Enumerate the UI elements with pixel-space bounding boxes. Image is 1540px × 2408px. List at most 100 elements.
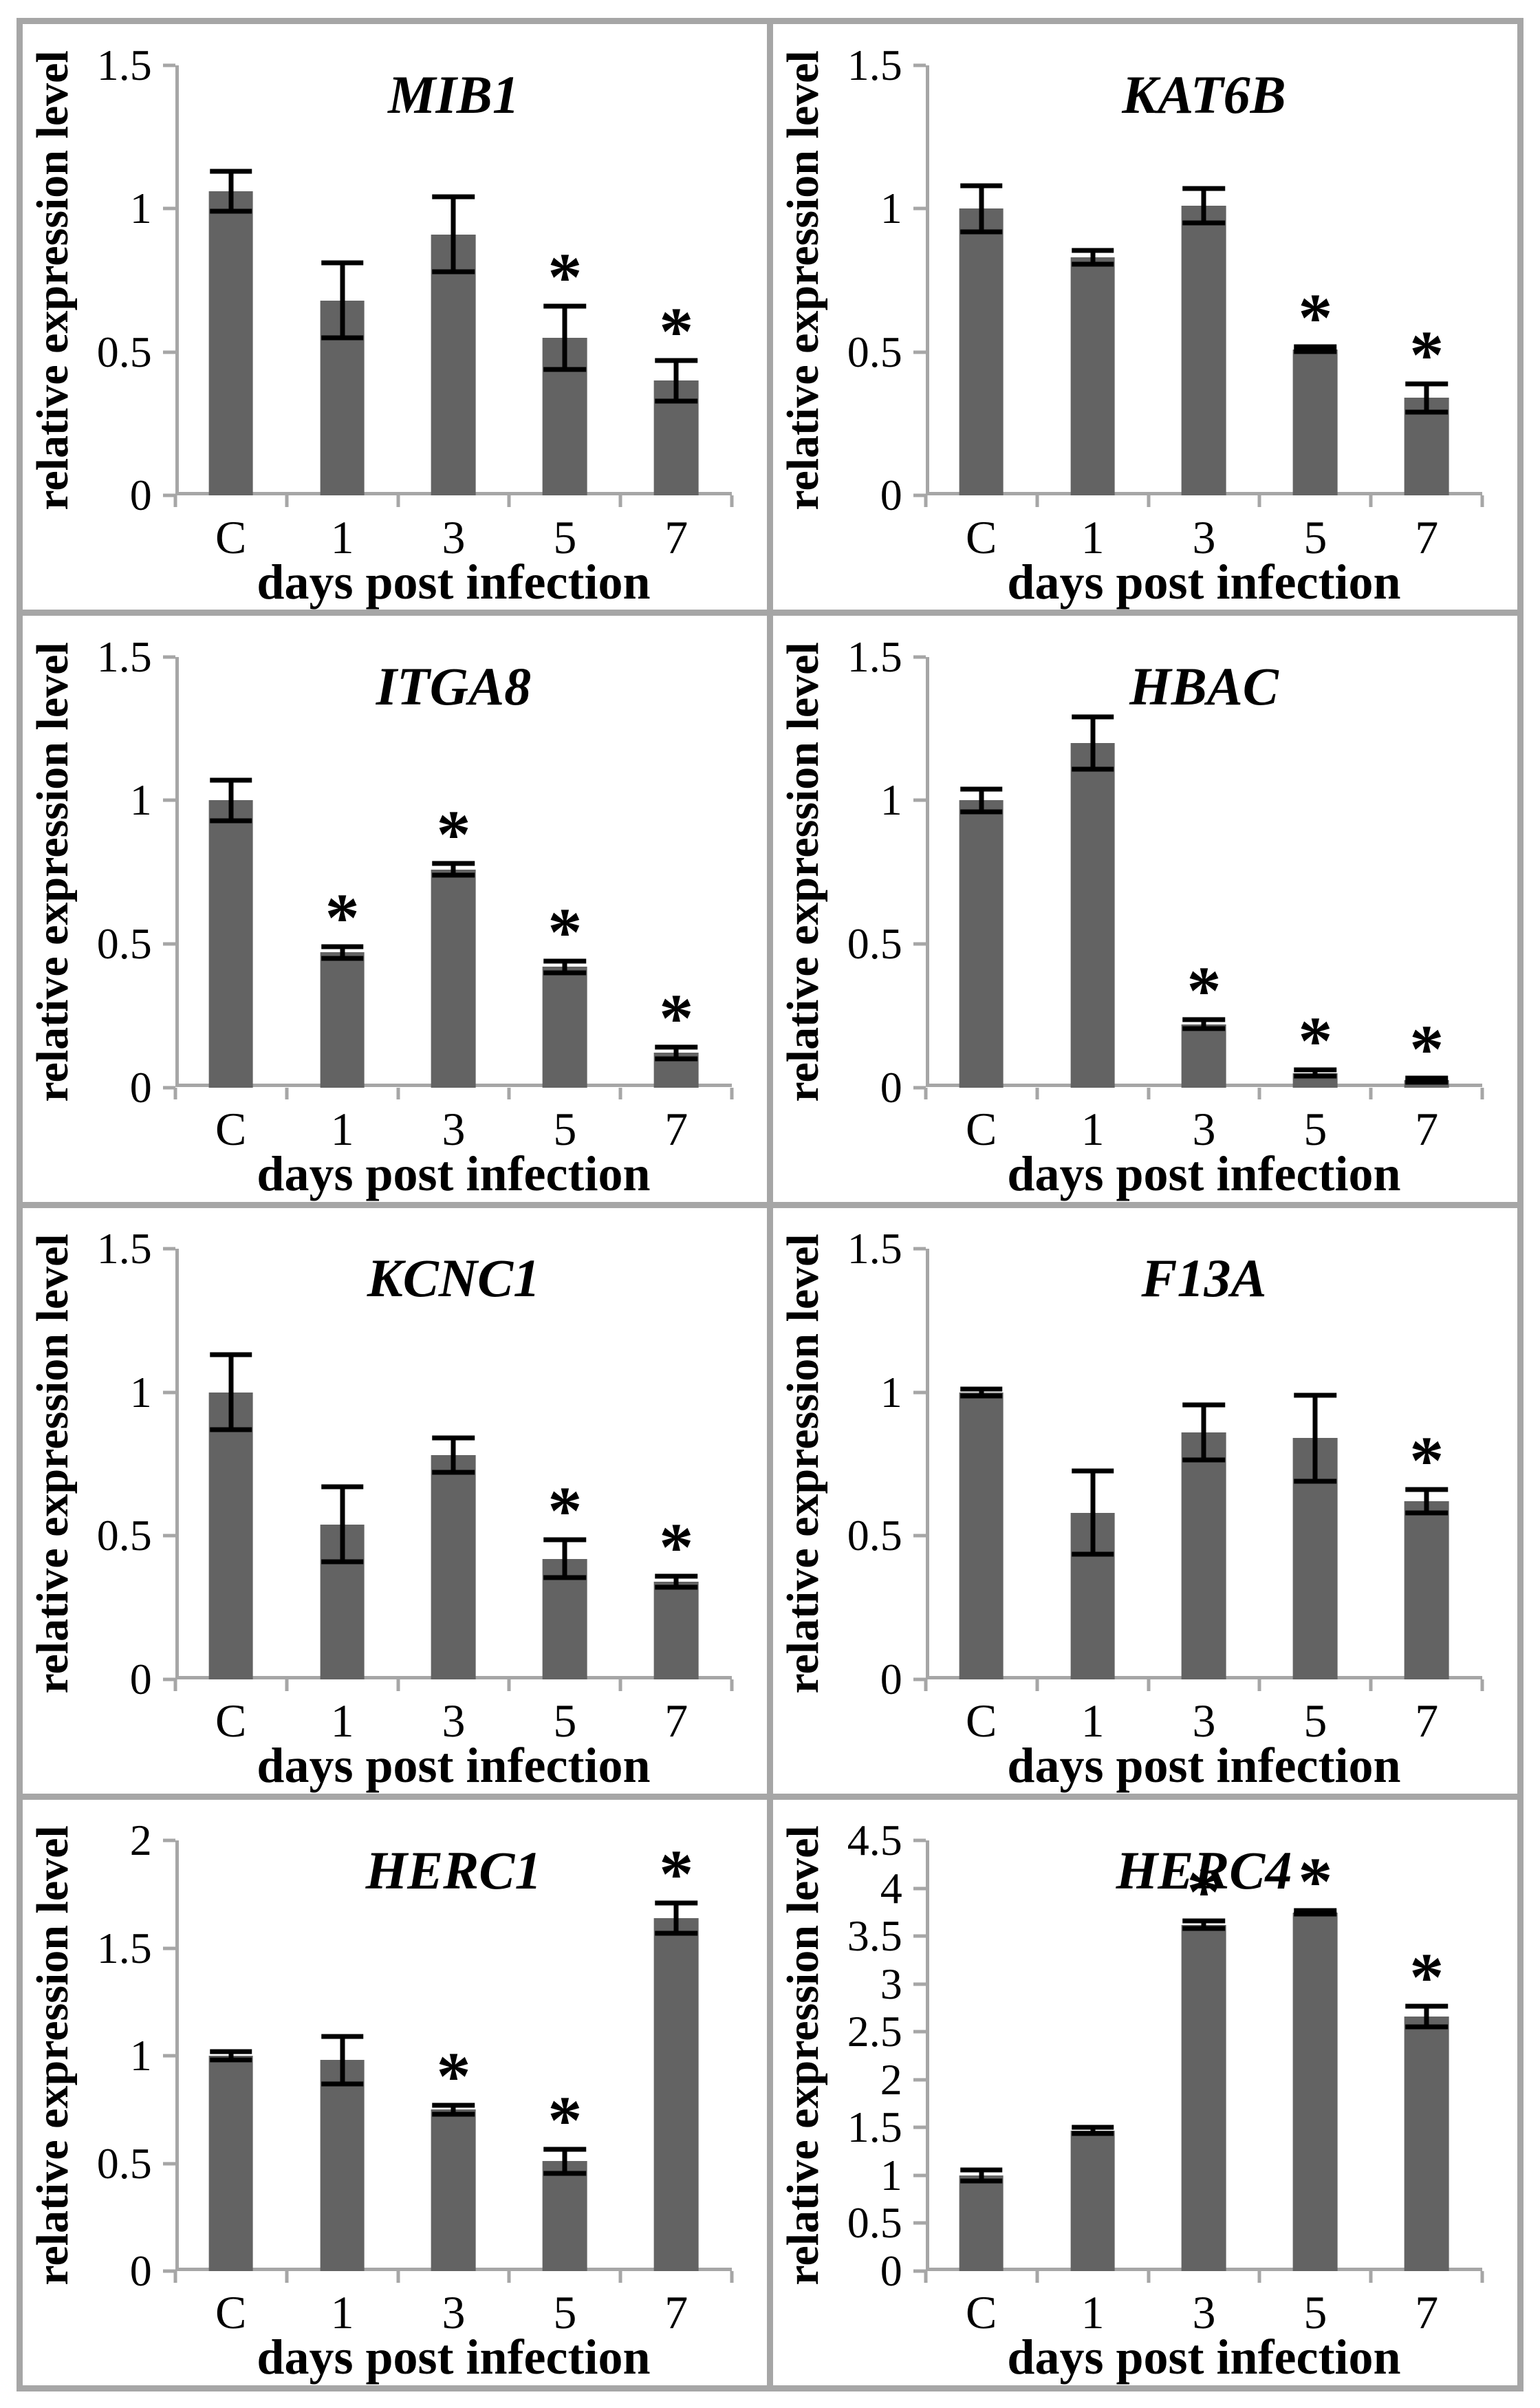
y-tick-mark bbox=[913, 1982, 926, 1986]
bar-f13a-C bbox=[959, 1392, 1004, 1679]
significance-asterisk: * bbox=[547, 893, 583, 970]
y-axis-label: relative expression level bbox=[27, 50, 78, 510]
bar-kat6b-1 bbox=[1070, 257, 1115, 496]
error-bar-cap bbox=[543, 2147, 587, 2152]
y-tick-mark bbox=[162, 493, 175, 497]
y-tick-label: 0 bbox=[129, 1062, 152, 1112]
chart-panel-herc4: HERC4 relative expression level 0 0.5 1 1.5 2 2… bbox=[773, 1799, 1517, 2385]
x-tick-mark bbox=[618, 1679, 622, 1691]
error-bar-cap bbox=[655, 1584, 697, 1590]
error-bar-cap bbox=[209, 208, 252, 214]
y-tick-label: 0.5 bbox=[847, 2198, 902, 2248]
significance-asterisk: * bbox=[325, 879, 360, 956]
y-tick-mark bbox=[913, 2078, 926, 2082]
y-tick-mark bbox=[913, 1086, 926, 1089]
error-bar-cap bbox=[432, 1435, 475, 1441]
y-tick-mark bbox=[162, 2269, 175, 2273]
bar-herc4-7 bbox=[1404, 2017, 1449, 2272]
error-bar bbox=[1090, 2127, 1096, 2133]
error-bar bbox=[1090, 1471, 1096, 1555]
x-category-label: 1 bbox=[330, 1102, 354, 1155]
x-category-label: 5 bbox=[1303, 1102, 1327, 1155]
x-tick-mark bbox=[173, 495, 177, 508]
panel-title: F13A bbox=[1141, 1248, 1267, 1309]
y-tick-mark bbox=[913, 1390, 926, 1395]
x-axis-title: days post infection bbox=[1007, 2330, 1401, 2385]
x-tick-mark bbox=[730, 1087, 734, 1099]
error-bar-cap bbox=[1182, 220, 1226, 226]
y-tick-mark bbox=[162, 2054, 175, 2058]
y-tick-mark bbox=[913, 1534, 926, 1538]
y-tick-label: 4.5 bbox=[847, 1816, 902, 1865]
y-tick-mark bbox=[913, 493, 926, 497]
error-bar-cap bbox=[543, 958, 587, 964]
error-bar bbox=[562, 1540, 567, 1578]
x-category-label: 7 bbox=[664, 510, 688, 563]
x-category-label: 5 bbox=[1303, 510, 1327, 563]
error-bar-cap bbox=[321, 335, 364, 341]
x-tick-mark bbox=[618, 495, 622, 508]
y-tick-label: 1.5 bbox=[847, 40, 902, 89]
x-category-label: 3 bbox=[442, 2286, 466, 2339]
bar-itga8-C bbox=[208, 800, 254, 1088]
y-tick-mark bbox=[162, 798, 175, 802]
error-bar-cap bbox=[1405, 2024, 1448, 2030]
error-bar-cap bbox=[432, 194, 475, 200]
significance-asterisk: * bbox=[1409, 1010, 1444, 1087]
error-bar-cap bbox=[1071, 261, 1114, 267]
error-bar-cap bbox=[432, 269, 475, 275]
x-tick-mark bbox=[1480, 495, 1484, 508]
error-bar-cap bbox=[1182, 1017, 1226, 1022]
y-tick-label: 1.5 bbox=[847, 632, 902, 681]
error-bar bbox=[1424, 1490, 1429, 1513]
x-category-label: 3 bbox=[1192, 510, 1216, 563]
y-tick-mark bbox=[162, 1534, 175, 1538]
x-tick-mark bbox=[1257, 1679, 1261, 1691]
error-bar-cap bbox=[655, 1056, 697, 1062]
x-tick-mark bbox=[1480, 2271, 1484, 2283]
panel-title: ITGA8 bbox=[376, 656, 532, 717]
y-tick-label: 2.5 bbox=[847, 2007, 902, 2056]
error-bar bbox=[340, 1487, 345, 1562]
bar-hbac-1 bbox=[1070, 742, 1115, 1088]
error-bar bbox=[979, 788, 984, 813]
error-bar bbox=[1201, 1020, 1206, 1029]
x-category-label: 5 bbox=[1303, 1695, 1327, 1748]
y-axis-label: relative expression level bbox=[777, 642, 828, 1102]
y-tick-mark bbox=[913, 2269, 926, 2273]
significance-asterisk: * bbox=[1298, 1842, 1333, 1920]
error-bar-cap bbox=[543, 1537, 587, 1542]
x-tick-mark bbox=[730, 495, 734, 508]
error-bar-cap bbox=[1294, 1911, 1337, 1917]
y-tick-label: 1.5 bbox=[847, 2103, 902, 2152]
error-bar-cap bbox=[209, 2057, 252, 2063]
error-bar-cap bbox=[209, 1427, 252, 1432]
error-bar-cap bbox=[1182, 186, 1226, 191]
x-category-label: 1 bbox=[330, 510, 354, 563]
panel-title: HERC1 bbox=[365, 1840, 542, 1900]
error-bar-cap bbox=[543, 367, 587, 372]
error-bar-cap bbox=[209, 1352, 252, 1357]
x-category-label: 3 bbox=[1192, 1102, 1216, 1155]
chart-panel-kcnc1: KCNC1 relative expression level 0 0.5 1 1.5 C 1… bbox=[23, 1207, 767, 1794]
error-bar bbox=[228, 2051, 234, 2061]
x-category-label: C bbox=[966, 1102, 997, 1155]
x-tick-mark bbox=[507, 2271, 511, 2283]
x-tick-mark bbox=[285, 1087, 289, 1099]
error-bar-cap bbox=[209, 169, 252, 174]
x-category-label: 5 bbox=[553, 1695, 577, 1748]
y-tick-label: 0 bbox=[129, 2246, 152, 2295]
x-category-label: 3 bbox=[442, 510, 466, 563]
error-bar bbox=[673, 1047, 679, 1059]
y-tick-label: 1.5 bbox=[96, 1923, 152, 1972]
error-bar-cap bbox=[321, 1484, 364, 1490]
x-tick-mark bbox=[924, 1087, 928, 1099]
significance-asterisk: * bbox=[1186, 1853, 1222, 1931]
y-tick-label: 3.5 bbox=[847, 1911, 902, 1961]
error-bar-cap bbox=[959, 786, 1003, 792]
significance-asterisk: * bbox=[1298, 279, 1333, 356]
x-tick-mark bbox=[507, 1087, 511, 1099]
x-axis-title: days post infection bbox=[257, 1738, 651, 1794]
x-category-label: C bbox=[966, 510, 997, 563]
panel-title: HERC4 bbox=[1116, 1840, 1292, 1900]
